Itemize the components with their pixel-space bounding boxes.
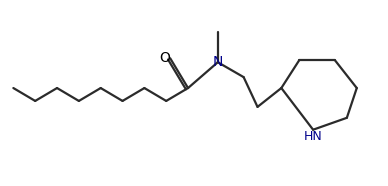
- Text: N: N: [213, 55, 223, 69]
- Text: HN: HN: [304, 130, 322, 143]
- Text: O: O: [159, 51, 170, 65]
